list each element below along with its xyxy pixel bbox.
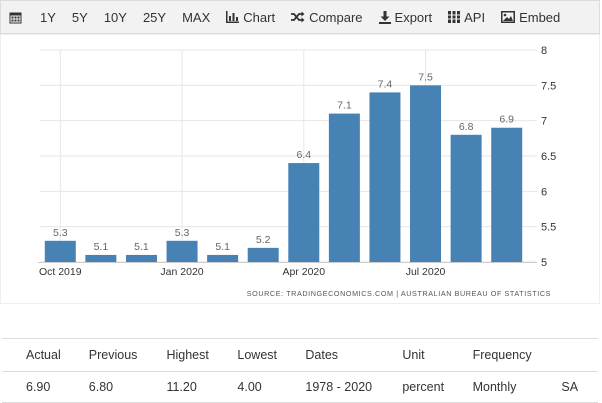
calendar-button[interactable] <box>1 1 32 33</box>
bar <box>166 240 198 262</box>
range-5y-label: 5Y <box>71 9 88 25</box>
y-tick-label: 5 <box>541 257 547 269</box>
bar-chart-icon <box>226 11 240 23</box>
image-icon <box>501 11 516 23</box>
stats-value-dates: 1978 - 2020 <box>281 371 379 403</box>
bar <box>44 240 76 262</box>
range-1y-label: 1Y <box>40 9 56 25</box>
export-button[interactable]: Export <box>371 1 441 33</box>
embed-button[interactable]: Embed <box>493 1 568 33</box>
bar-value-label: 6.4 <box>296 149 311 161</box>
x-tick-label: Jan 2020 <box>160 266 203 278</box>
stats-header-row: Actual Previous Highest Lowest Dates Uni… <box>2 338 598 372</box>
stats-value-previous: 6.80 <box>64 371 143 403</box>
stats-header-actual: Actual <box>2 338 65 372</box>
range-25y-label: 25Y <box>142 9 167 25</box>
chart-toolbar: 1Y 5Y 10Y 25Y MAX Chart Compare Export <box>0 0 600 34</box>
stats-header-dates: Dates <box>281 338 379 372</box>
stats-value-adjustment: SA <box>537 371 598 403</box>
compare-label: Compare <box>309 9 363 25</box>
stats-header-adjustment <box>537 338 598 372</box>
x-tick-label: Oct 2019 <box>39 266 82 278</box>
bar <box>288 163 320 262</box>
range-max-label: MAX <box>182 9 211 25</box>
stats-value-actual: 6.90 <box>2 371 65 403</box>
range-1y-button[interactable]: 1Y <box>32 1 64 33</box>
grid-icon <box>448 11 461 23</box>
shuffle-icon <box>291 11 305 23</box>
bar <box>410 85 442 262</box>
bar <box>207 254 239 262</box>
x-tick-label: Apr 2020 <box>282 266 325 278</box>
bar-value-label: 6.9 <box>499 114 514 126</box>
y-tick-label: 6 <box>541 186 547 198</box>
embed-label: Embed <box>519 9 561 25</box>
stats-value-unit: percent <box>378 371 449 403</box>
bar-value-label: 7.1 <box>337 100 352 112</box>
stats-table: Actual Previous Highest Lowest Dates Uni… <box>2 338 598 403</box>
source-note: SOURCE: TRADINGECONOMICS.COM | AUSTRALIA… <box>247 289 551 298</box>
y-tick-label: 5.5 <box>541 222 556 234</box>
range-5y-button[interactable]: 5Y <box>64 1 96 33</box>
bar <box>247 247 279 262</box>
bar-value-label: 5.3 <box>175 227 190 239</box>
bar-value-label: 5.3 <box>53 227 68 239</box>
chart-label: Chart <box>243 9 276 25</box>
compare-button[interactable]: Compare <box>283 1 370 33</box>
bar-value-label: 5.1 <box>94 241 109 253</box>
bar <box>85 254 117 262</box>
stats-header-frequency: Frequency <box>448 338 538 372</box>
y-tick-label: 8 <box>541 45 547 57</box>
bar-value-label: 7.5 <box>418 71 433 83</box>
stats-header-unit: Unit <box>378 338 449 372</box>
y-tick-label: 7.5 <box>541 80 556 92</box>
bar-chart: 5 5.5 6 6.5 7 7.5 8 5.3 5.1 5.1 5.3 5.1 5.2 6.4 7.1 7.4… <box>0 34 600 304</box>
bar <box>369 92 401 263</box>
bar <box>328 113 360 262</box>
range-25y-button[interactable]: 25Y <box>135 1 174 33</box>
api-label: API <box>464 9 486 25</box>
bar-value-label: 7.4 <box>378 78 393 90</box>
bar-value-label: 6.8 <box>459 121 474 133</box>
bar-value-label: 5.1 <box>215 241 230 253</box>
export-label: Export <box>394 9 433 25</box>
chart-area: 5 5.5 6 6.5 7 7.5 8 5.3 5.1 5.1 5.3 5.1 5.2 6.4 7.1 7.4… <box>0 34 600 304</box>
stats-header-previous: Previous <box>64 338 143 372</box>
stats-value-frequency: Monthly <box>448 371 538 403</box>
calendar-icon <box>9 12 22 23</box>
api-button[interactable]: API <box>440 1 493 33</box>
stats-value-lowest: 4.00 <box>213 371 282 403</box>
stats-header-lowest: Lowest <box>213 338 282 372</box>
y-tick-label: 7 <box>541 116 547 128</box>
range-10y-button[interactable]: 10Y <box>96 1 135 33</box>
range-10y-label: 10Y <box>103 9 127 25</box>
chart-type-button[interactable]: Chart <box>218 1 283 33</box>
bar-value-label: 5.2 <box>256 234 271 246</box>
stats-value-highest: 11.20 <box>142 371 214 403</box>
bar <box>450 134 482 262</box>
bar <box>125 254 157 262</box>
stats-header-highest: Highest <box>142 338 214 372</box>
range-max-button[interactable]: MAX <box>174 1 218 33</box>
download-icon <box>378 10 391 24</box>
bar-value-label: 5.1 <box>134 241 149 253</box>
x-tick-label: Jul 2020 <box>406 266 446 278</box>
chart-panel-border <box>0 34 600 304</box>
bar <box>491 127 523 262</box>
stats-value-row: 6.90 6.80 11.20 4.00 1978 - 2020 percent… <box>2 371 598 403</box>
y-tick-label: 6.5 <box>541 151 556 163</box>
